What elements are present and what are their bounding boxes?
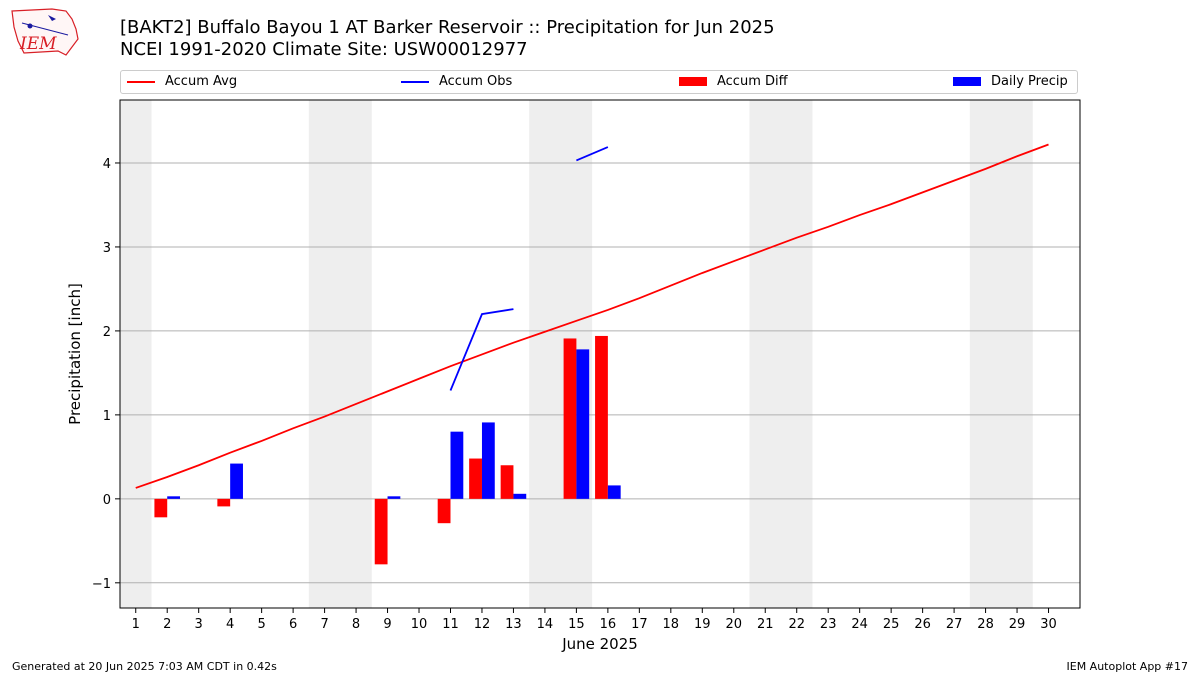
accum-diff-bar [563,338,577,499]
x-tick-label: 10 [411,617,428,632]
accum-diff-bar [437,498,451,524]
footer-app: IEM Autoplot App #17 [1066,660,1189,673]
x-tick-label: 20 [725,617,742,632]
accum-avg-line [135,143,1049,489]
x-tick-label: 6 [289,617,297,632]
legend-swatch [679,77,707,86]
x-tick-label: 25 [883,617,900,632]
x-tick-label: 18 [663,617,680,632]
legend-label: Accum Diff [717,74,788,89]
accum-diff-bar [595,335,608,499]
legend-item-accum-avg: Accum Avg [127,74,237,89]
accum-diff-bar [217,498,231,507]
x-tick-label: 3 [195,617,203,632]
y-tick-label: 2 [103,325,111,340]
daily-precip-bar [607,485,621,499]
chart-title: [BAKT2] Buffalo Bayou 1 AT Barker Reserv… [120,17,775,38]
legend: Accum Avg Accum Obs Accum Diff Daily Pre… [120,70,1078,94]
x-tick-label: 24 [851,617,868,632]
legend-swatch [953,77,981,86]
daily-precip-bar [513,493,527,499]
footer-generated: Generated at 20 Jun 2025 7:03 AM CDT in … [12,660,277,673]
daily-precip-bar [450,431,464,499]
legend-item-daily-precip: Daily Precip [953,74,1068,89]
x-tick-label: 23 [820,617,837,632]
daily-precip-bar [387,496,401,499]
accum-diff-bar [374,498,388,565]
x-tick-label: 30 [1040,617,1057,632]
x-tick-label: 4 [226,617,234,632]
x-tick-label: 22 [788,617,805,632]
daily-precip-bar [481,422,495,499]
x-tick-label: 11 [442,617,459,632]
weekend-band [308,100,372,608]
daily-precip-bar [230,463,243,499]
x-tick-label: 13 [505,617,522,632]
legend-label: Accum Obs [439,74,513,89]
accum-diff-bar [469,458,482,499]
x-tick-label: 15 [568,617,585,632]
daily-precip-bar [576,349,590,499]
legend-swatch [127,80,155,83]
y-tick-label: −1 [92,577,111,592]
legend-item-accum-diff: Accum Diff [679,74,788,89]
weekend-band [969,100,1033,608]
iem-logo-text: IEM [19,34,57,54]
chart-subtitle: NCEI 1991-2020 Climate Site: USW00012977 [120,39,528,60]
x-tick-label: 27 [946,617,963,632]
y-tick-label: 0 [103,493,111,508]
x-tick-label: 16 [600,617,617,632]
x-tick-label: 1 [132,617,140,632]
legend-label: Accum Avg [165,74,238,89]
x-tick-label: 26 [914,617,931,632]
daily-precip-bar [167,496,181,499]
y-axis-label: Precipitation [inch] [66,283,84,425]
x-tick-label: 28 [977,617,994,632]
x-tick-label: 8 [352,617,360,632]
y-tick-label: 3 [103,241,111,256]
x-tick-label: 14 [537,617,554,632]
accum-obs-line [449,308,514,391]
accum-diff-bar [500,465,514,499]
x-tick-label: 7 [320,617,328,632]
iem-logo: IEM [11,8,79,56]
legend-swatch [401,80,429,83]
x-tick-label: 21 [757,617,774,632]
x-tick-label: 17 [631,617,648,632]
legend-label: Daily Precip [991,74,1068,89]
x-axis-label: June 2025 [561,635,638,653]
x-tick-label: 2 [163,617,171,632]
x-tick-label: 12 [474,617,491,632]
plot-frame [119,99,1081,609]
legend-item-accum-obs: Accum Obs [401,74,512,89]
x-tick-label: 19 [694,617,711,632]
accum-obs-line [576,146,609,162]
weekend-band [120,100,152,608]
x-tick-label: 29 [1009,617,1026,632]
weekend-band [749,100,813,608]
x-tick-label: 5 [257,617,265,632]
x-tick-label: 9 [383,617,391,632]
y-tick-label: 1 [103,409,111,424]
y-tick-label: 4 [103,157,111,172]
accum-diff-bar [154,498,168,518]
